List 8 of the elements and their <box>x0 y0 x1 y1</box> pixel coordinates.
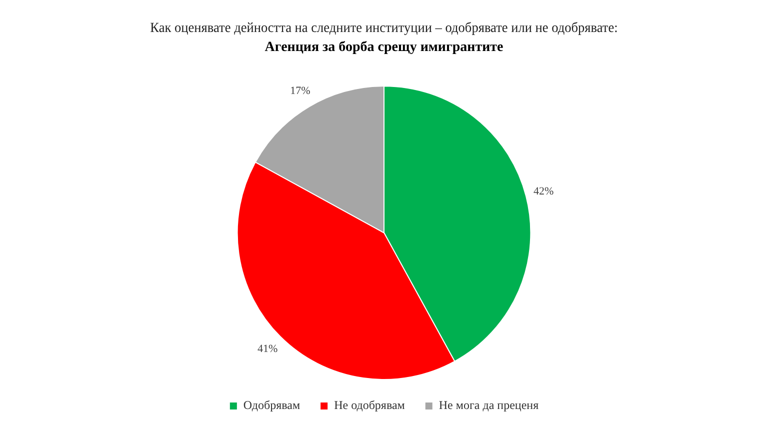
legend-label: Одобрявам <box>243 398 300 412</box>
chart-subtitle: Агенция за борба срещу имигрантите <box>264 40 504 55</box>
legend-label: Не одобрявам <box>334 398 406 412</box>
data-label: 41% <box>257 343 278 356</box>
data-label: 17% <box>290 84 310 97</box>
data-label: 42% <box>533 186 554 198</box>
chart-title: Как оценявате дейността на следните институции – одобрявате или не одобрявате: <box>150 20 618 36</box>
legend-label: Не мога да преценя <box>438 398 540 412</box>
